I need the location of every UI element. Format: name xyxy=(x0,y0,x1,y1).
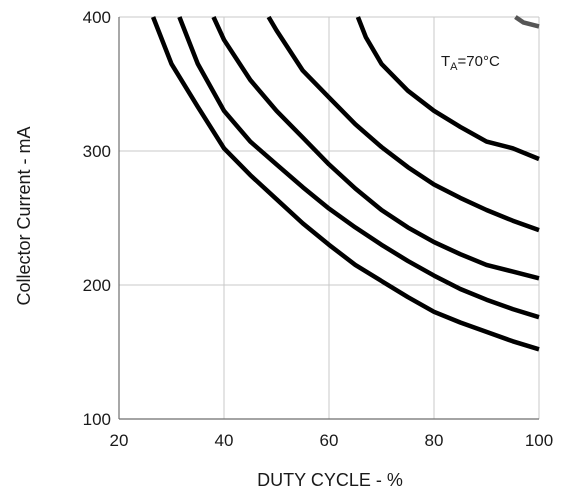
x-axis-label: DUTY CYCLE - % xyxy=(257,470,403,490)
x-tick-label: 60 xyxy=(320,431,339,450)
y-tick-label: 100 xyxy=(83,410,111,429)
y-axis-label: Collector Current - mA xyxy=(14,126,34,305)
grid xyxy=(118,16,540,420)
x-tick-label: 100 xyxy=(525,431,553,450)
tick-labels: 20 40 60 80 100 100 200 300 400 xyxy=(83,8,554,450)
y-tick-label: 200 xyxy=(83,276,111,295)
curve-line xyxy=(177,16,540,320)
y-tick-label: 300 xyxy=(83,142,111,161)
curve-line xyxy=(211,16,540,281)
curve-line xyxy=(355,16,540,162)
partial-curve-line xyxy=(514,15,540,29)
y-tick-label: 400 xyxy=(83,8,111,27)
curves xyxy=(151,15,540,352)
x-tick-label: 40 xyxy=(215,431,234,450)
curve-line xyxy=(151,16,540,352)
x-tick-label: 20 xyxy=(110,431,129,450)
temperature-annotation: TA=70°C xyxy=(441,53,500,73)
curve-line xyxy=(266,15,540,233)
x-tick-label: 80 xyxy=(425,431,444,450)
